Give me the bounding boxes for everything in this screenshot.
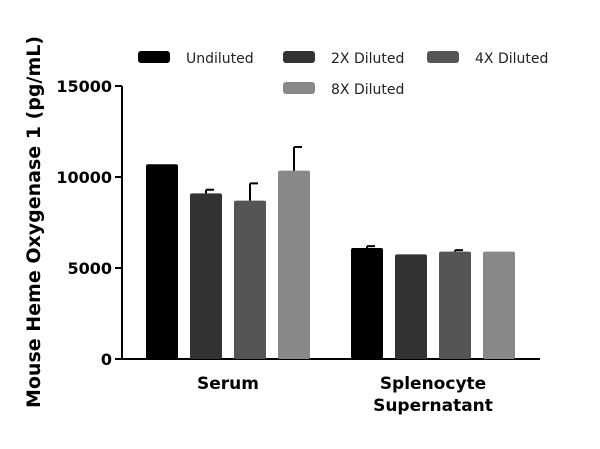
error-bars bbox=[205, 145, 463, 252]
y-tick-label: 10000 bbox=[56, 168, 112, 187]
bar-8x-diluted-0 bbox=[278, 170, 310, 359]
y-axis-title: Mouse Heme Oxygenase 1 (pg/mL) bbox=[23, 36, 45, 408]
y-tick-label: 0 bbox=[101, 350, 112, 369]
bar-2x-diluted-1 bbox=[395, 254, 427, 359]
bar-undiluted-1 bbox=[351, 247, 383, 359]
legend-label: 8X Diluted bbox=[331, 82, 404, 98]
legend-label: Undiluted bbox=[186, 51, 254, 67]
legend: Undiluted 2X Diluted 4X Diluted 8X Diluted bbox=[138, 51, 548, 98]
bar-2x-diluted-0 bbox=[190, 193, 222, 359]
legend-label: 4X Diluted bbox=[475, 51, 548, 67]
x-axis: Serum Splenocyte Supernatant bbox=[121, 358, 540, 416]
y-tick-label: 15000 bbox=[56, 77, 112, 96]
y-axis: 0 5000 10000 15000 bbox=[56, 77, 123, 369]
y-tick-label: 5000 bbox=[67, 259, 112, 278]
bar-4x-diluted-1 bbox=[439, 251, 471, 359]
legend-swatch bbox=[138, 51, 170, 63]
legend-label: 2X Diluted bbox=[331, 51, 404, 67]
bar-8x-diluted-1 bbox=[483, 251, 515, 359]
legend-swatch bbox=[427, 51, 459, 63]
x-category-label: Serum bbox=[197, 374, 259, 394]
x-category-label: Splenocyte Supernatant bbox=[373, 374, 493, 416]
bar-undiluted-0 bbox=[146, 164, 178, 359]
bar-4x-diluted-0 bbox=[234, 200, 266, 359]
bars bbox=[146, 164, 515, 359]
legend-swatch bbox=[283, 51, 315, 63]
legend-swatch bbox=[283, 82, 315, 94]
